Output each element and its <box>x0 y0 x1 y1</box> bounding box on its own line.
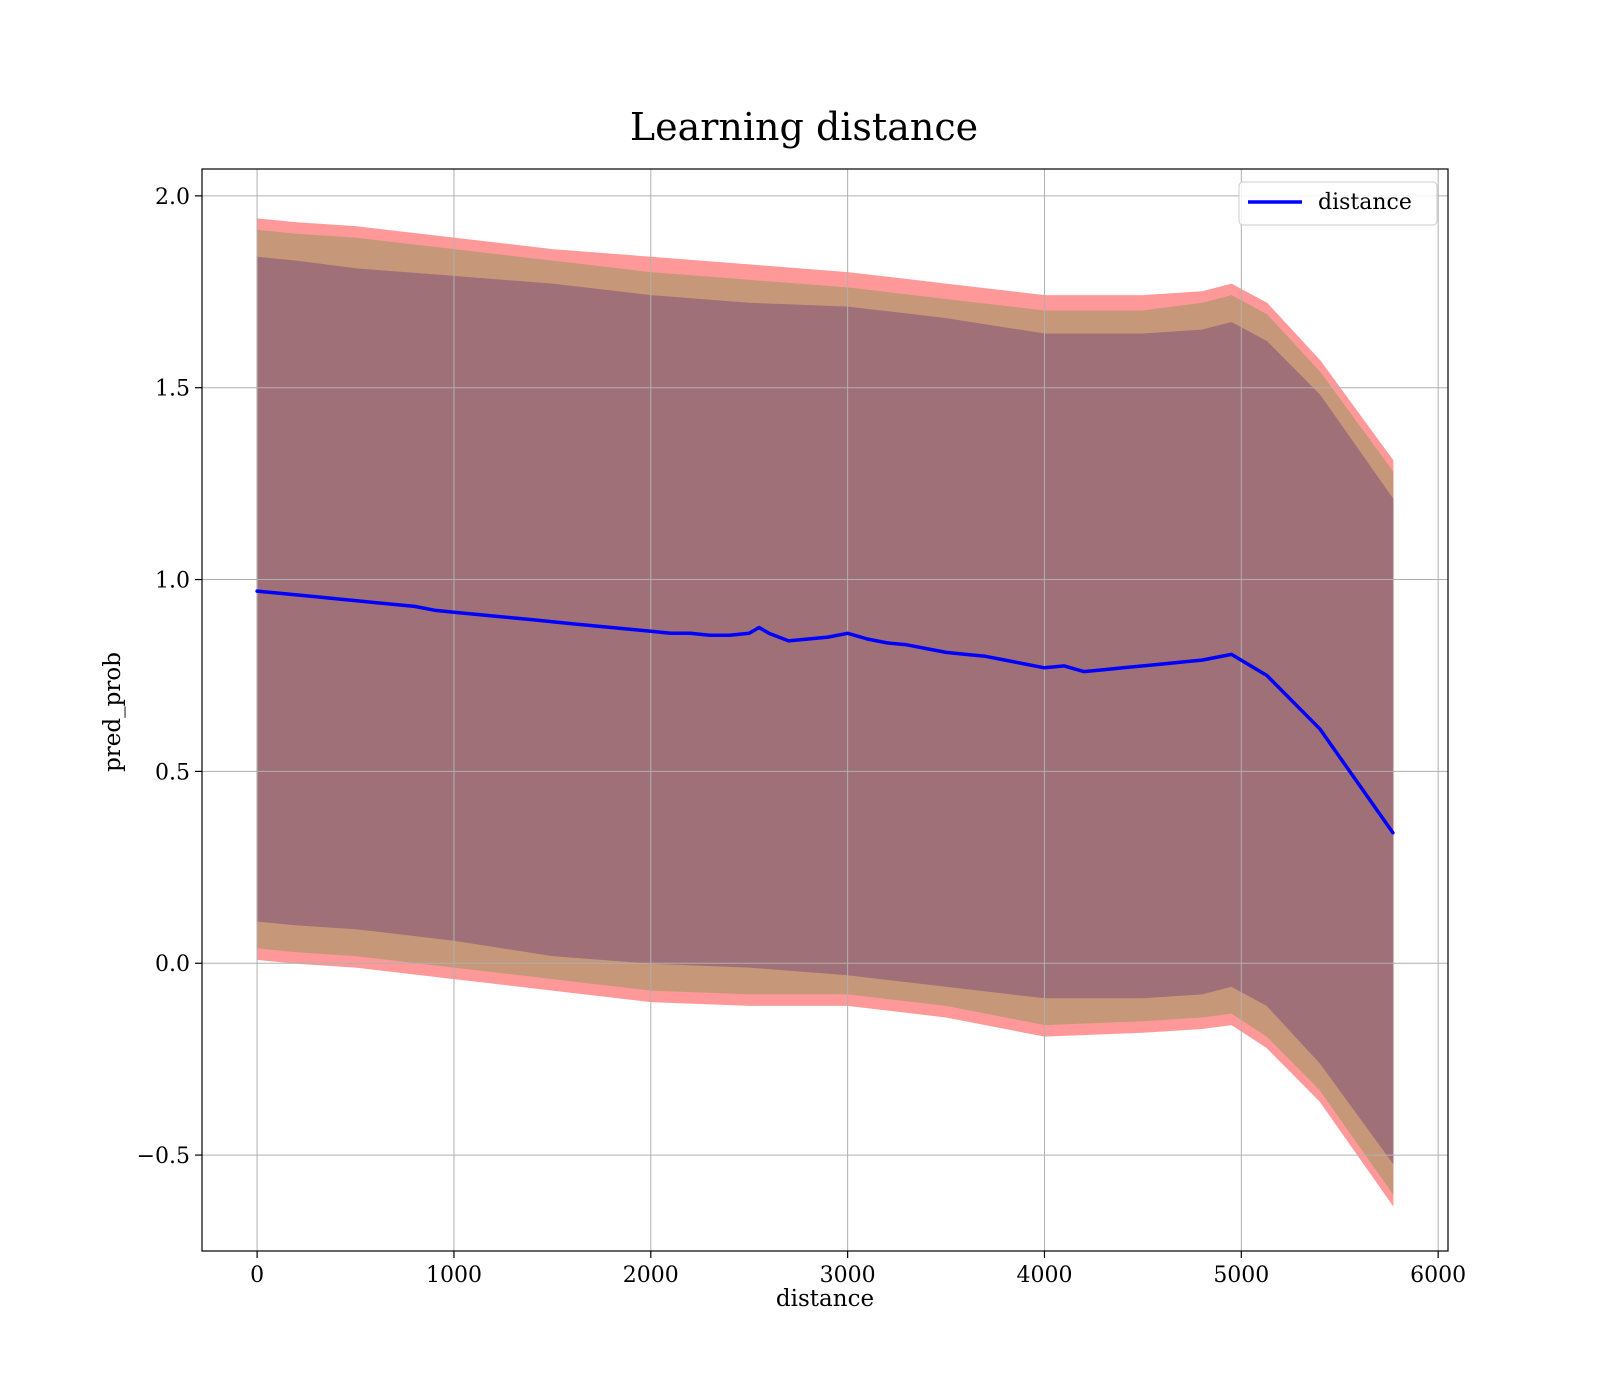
x-tick-label: 1000 <box>426 1263 482 1288</box>
x-axis-ticks: 0 1000 2000 3000 4000 5000 6000 <box>250 1251 1466 1288</box>
plot-frame <box>201 168 1449 1252</box>
series-lines <box>255 589 1395 835</box>
band-inner <box>256 256 1394 1165</box>
y-tick-label: −0.5 <box>137 1144 190 1169</box>
series-line-distance <box>255 589 1395 835</box>
grid-lines <box>202 169 1448 1251</box>
x-tick-label: 2000 <box>623 1263 679 1288</box>
chart-title: Learning distance <box>630 105 978 149</box>
legend-box <box>1238 181 1438 226</box>
y-axis-label: pred_prob <box>100 652 126 772</box>
legend-label-distance: distance <box>1318 190 1412 215</box>
confidence-bands <box>256 218 1394 1207</box>
x-tick-label: 3000 <box>820 1263 876 1288</box>
x-tick-label: 4000 <box>1016 1263 1072 1288</box>
y-tick-label: 0.0 <box>155 952 190 977</box>
x-tick-label: 6000 <box>1410 1263 1466 1288</box>
y-axis-ticks: −0.5 0.0 0.5 1.0 1.5 2.0 <box>137 185 202 1169</box>
x-tick-label: 5000 <box>1213 1263 1269 1288</box>
y-tick-label: 0.5 <box>155 760 190 785</box>
y-tick-label: 2.0 <box>155 185 190 210</box>
y-tick-label: 1.5 <box>155 377 190 402</box>
x-axis-label: distance <box>776 1286 874 1312</box>
x-tick-label: 0 <box>250 1263 264 1288</box>
y-tick-label: 1.0 <box>155 569 190 594</box>
legend: distance <box>1238 181 1438 226</box>
